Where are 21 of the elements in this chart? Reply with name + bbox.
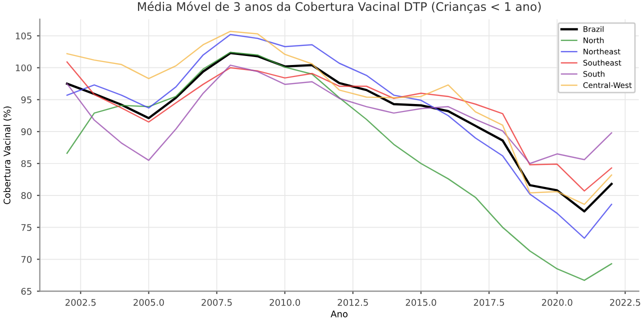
y-tick-label: 80: [21, 192, 32, 199]
x-tick-label: 2010.0: [270, 299, 300, 306]
y-tick-label: 105: [16, 32, 32, 40]
x-axis-title: Ano: [330, 310, 348, 318]
x-tick-label: 2015.0: [406, 299, 436, 306]
x-tick-label: 2005.0: [134, 299, 164, 306]
y-axis-title: Cobertura Vacinal (%): [3, 106, 12, 204]
x-tick-label: 2007.5: [202, 299, 232, 306]
y-tick-label: 65: [21, 288, 32, 295]
y-tick-label: 100: [16, 64, 32, 72]
y-tick-label: 95: [21, 96, 32, 104]
x-tick-label: 2022.5: [610, 299, 640, 306]
x-tick-label: 2020.0: [542, 299, 572, 306]
y-tick-label: 75: [21, 224, 32, 231]
x-tick-label: 2012.5: [338, 299, 368, 306]
x-tick-label: 2017.5: [474, 299, 504, 306]
x-tick-label: 2002.5: [66, 299, 96, 306]
y-tick-label: 90: [21, 128, 32, 136]
y-tick-label: 85: [21, 160, 32, 168]
y-tick-label: 70: [21, 256, 32, 263]
chart-title: Média Móvel de 3 anos da Cobertura Vacinal DTP (Crianças < 1 ano): [138, 1, 541, 14]
